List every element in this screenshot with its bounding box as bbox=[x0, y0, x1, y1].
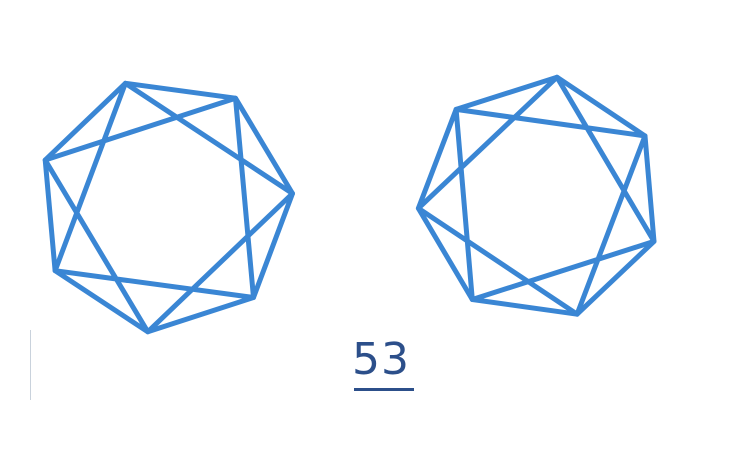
right-heptagram-outer-heptagon bbox=[415, 74, 657, 317]
left-heptagram-outer-heptagon bbox=[42, 80, 295, 335]
left-heptagram-inner-star bbox=[42, 80, 295, 335]
plate-number: 53 bbox=[352, 334, 410, 385]
right-heptagram-figure bbox=[415, 74, 657, 317]
page-margin-line bbox=[30, 330, 31, 400]
left-heptagram-figure bbox=[42, 80, 295, 335]
right-heptagram-inner-star bbox=[415, 74, 657, 317]
plate-number-underline bbox=[354, 388, 414, 391]
